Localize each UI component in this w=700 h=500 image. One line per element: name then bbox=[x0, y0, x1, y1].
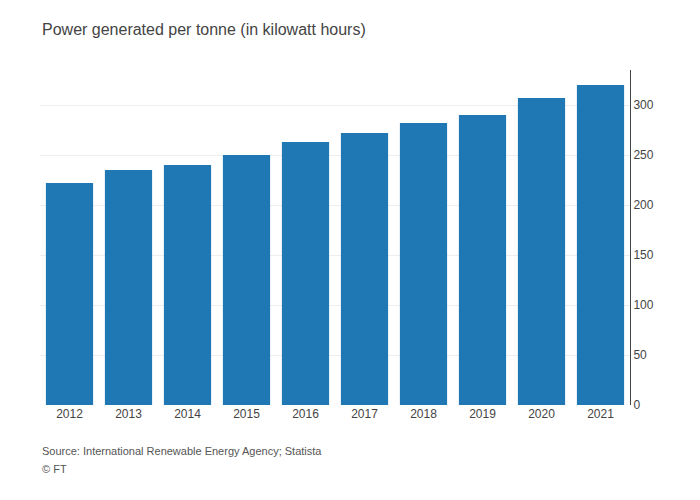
svg-text:300: 300 bbox=[633, 98, 653, 112]
svg-text:250: 250 bbox=[633, 148, 653, 162]
svg-text:2020: 2020 bbox=[528, 407, 555, 421]
svg-text:0: 0 bbox=[633, 398, 640, 412]
svg-text:2012: 2012 bbox=[56, 407, 83, 421]
svg-text:2013: 2013 bbox=[115, 407, 142, 421]
svg-text:2014: 2014 bbox=[174, 407, 201, 421]
svg-text:2021: 2021 bbox=[587, 407, 614, 421]
svg-text:2017: 2017 bbox=[351, 407, 378, 421]
svg-text:150: 150 bbox=[633, 248, 653, 262]
svg-text:2016: 2016 bbox=[292, 407, 319, 421]
svg-text:Source: International Renewabl: Source: International Renewable Energy A… bbox=[42, 445, 322, 457]
svg-text:2019: 2019 bbox=[469, 407, 496, 421]
svg-text:2015: 2015 bbox=[233, 407, 260, 421]
svg-text:Power generated per tonne (in: Power generated per tonne (in kilowatt h… bbox=[42, 21, 366, 38]
svg-text:100: 100 bbox=[633, 298, 653, 312]
svg-text:2018: 2018 bbox=[410, 407, 437, 421]
svg-text:© FT: © FT bbox=[42, 463, 67, 475]
svg-text:50: 50 bbox=[633, 348, 647, 362]
svg-text:200: 200 bbox=[633, 198, 653, 212]
